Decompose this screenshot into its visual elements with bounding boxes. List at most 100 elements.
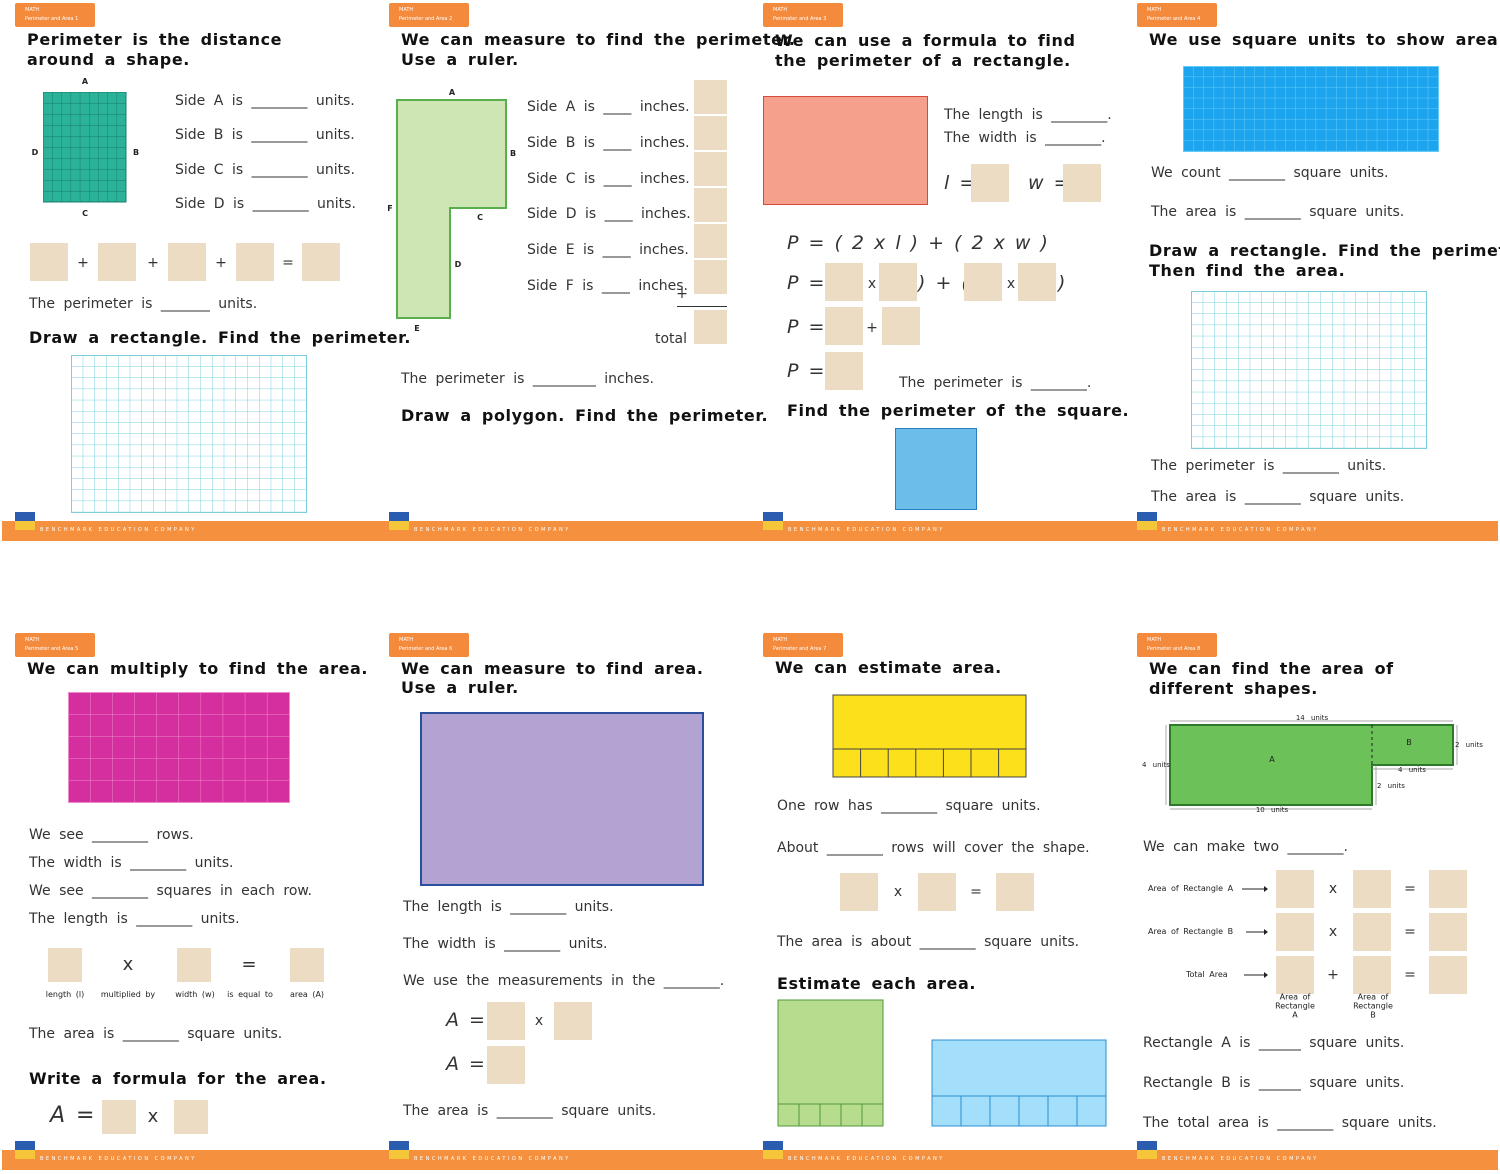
- l-shape: [396, 99, 507, 319]
- answer-box: [1353, 913, 1391, 951]
- drawing-grid: [1191, 291, 1427, 449]
- prompt: The total area is ________ square units.: [1143, 1115, 1437, 1131]
- symbol: A =: [446, 1009, 485, 1031]
- task: Draw a rectangle. Find the perimeter.: [1149, 241, 1500, 260]
- prompt: The perimeter is _________ inches.: [401, 371, 654, 387]
- logo: [763, 1141, 783, 1159]
- label: B: [1406, 738, 1412, 747]
- text: [43, 92, 127, 203]
- prompt: Side A is ________ units.: [175, 93, 355, 109]
- prompt: The length is ________.: [944, 107, 1112, 123]
- footer-text: BENCHMARK EDUCATION COMPANY: [1162, 1156, 1319, 1162]
- prompt: Rectangle A is ______ square units.: [1143, 1035, 1405, 1051]
- answer-box: [918, 873, 956, 911]
- tab: MATH Perimeter and Area 8: [1137, 633, 1217, 657]
- text: [1191, 291, 1427, 449]
- label: B: [509, 149, 517, 158]
- answer-box: [825, 307, 863, 345]
- panel: MATH Perimeter and Area 6 We can measure …: [374, 630, 748, 1174]
- answer-box: [996, 873, 1034, 911]
- symbol: P =: [787, 316, 825, 338]
- logo: [15, 1141, 35, 1159]
- label: B: [132, 148, 140, 157]
- answer-box: [487, 1002, 525, 1040]
- logo: [389, 512, 409, 530]
- prompt: Side B is ________ units.: [175, 127, 355, 143]
- symbol: =: [1404, 967, 1416, 983]
- answer-box: [1429, 956, 1467, 994]
- title: We can measure to find the perimeter.: [401, 30, 796, 49]
- answer-box: [1353, 870, 1391, 908]
- prompt: Side C is ________ units.: [175, 162, 355, 178]
- prompt: We use the measurements in the ________.: [403, 973, 725, 989]
- symbol: P =: [787, 360, 825, 382]
- answer-box: [168, 243, 206, 281]
- task: Find the perimeter of the square.: [787, 401, 1130, 420]
- text: [396, 99, 507, 319]
- symbol: +: [77, 255, 89, 271]
- panel: MATH Perimeter and Area 1 Perimeter is th…: [0, 0, 410, 545]
- task: Estimate each area.: [777, 974, 977, 993]
- prompt: Side D is ________ units.: [175, 196, 356, 212]
- symbol: +: [1327, 967, 1339, 983]
- badge: MATH: [399, 637, 414, 643]
- text: [833, 748, 1026, 777]
- symbol: x: [1328, 881, 1338, 897]
- symbol: ): [1058, 272, 1066, 294]
- panel: MATH Perimeter and Area 7 We can estimate…: [748, 630, 1122, 1174]
- answer-box: [825, 352, 863, 390]
- symbol: ) + (: [918, 272, 969, 294]
- arrows: [1242, 886, 1268, 978]
- symbol: x: [534, 1013, 544, 1029]
- panel: MATH Perimeter and Area 2 We can measure …: [374, 0, 795, 545]
- answer-box: [694, 188, 727, 222]
- answer-box: [694, 80, 727, 114]
- tab: MATH Perimeter and Area 5: [15, 633, 95, 657]
- text: [1264, 886, 1268, 978]
- symbol: x: [122, 954, 134, 975]
- symbol: +: [676, 286, 688, 302]
- prompt: One row has ________ square units.: [777, 798, 1041, 814]
- badge: MATH: [773, 7, 788, 13]
- footer-text: BENCHMARK EDUCATION COMPANY: [414, 527, 571, 533]
- answer-box: [694, 116, 727, 150]
- prompt: The area is ________ square units.: [29, 1026, 283, 1042]
- prompt: The perimeter is ________.: [899, 375, 1092, 391]
- tab: MATH Perimeter and Area 6: [389, 633, 469, 657]
- prompt: The area is ________ square units.: [403, 1103, 657, 1119]
- symbol: x: [867, 276, 877, 292]
- title: the perimeter of a rectangle.: [775, 51, 1071, 70]
- text: [932, 1095, 1106, 1126]
- task: Draw a rectangle. Find the perimeter.: [29, 328, 412, 347]
- caption: Area of Rectangle B: [1353, 992, 1393, 1020]
- text: [832, 694, 1027, 778]
- blue-shape: [931, 1039, 1107, 1127]
- answer-box: [174, 1100, 208, 1134]
- footer-text: BENCHMARK EDUCATION COMPANY: [40, 1156, 197, 1162]
- answer-box: [964, 263, 1002, 301]
- panel: MATH Perimeter and Area 3 We can use a fo…: [748, 0, 1129, 545]
- label: E: [414, 324, 420, 333]
- answer-box: [177, 948, 211, 982]
- text: [71, 355, 307, 513]
- logo: [15, 512, 35, 530]
- footer-text: BENCHMARK EDUCATION COMPANY: [788, 1156, 945, 1162]
- answer-box: [1276, 913, 1314, 951]
- answer-box: [694, 224, 727, 258]
- prompt: The width is ________ units.: [29, 855, 234, 871]
- answer-box: [882, 307, 920, 345]
- prompt: Side D is ____ inches.: [527, 206, 691, 222]
- label: A: [81, 77, 89, 86]
- caption: Area of Rectangle A: [1275, 992, 1315, 1020]
- square: [895, 428, 977, 510]
- answer-box: [554, 1002, 592, 1040]
- tab-label: Perimeter and Area 4: [1147, 16, 1201, 22]
- label: D: [454, 260, 462, 269]
- tab: MATH Perimeter and Area 4: [1137, 3, 1217, 27]
- answer-box: [840, 873, 878, 911]
- label: F: [387, 204, 393, 213]
- prompt: Side E is ____ inches.: [527, 242, 689, 258]
- footer-bar: [2, 521, 1498, 541]
- badge: MATH: [25, 637, 40, 643]
- text: [1183, 66, 1439, 152]
